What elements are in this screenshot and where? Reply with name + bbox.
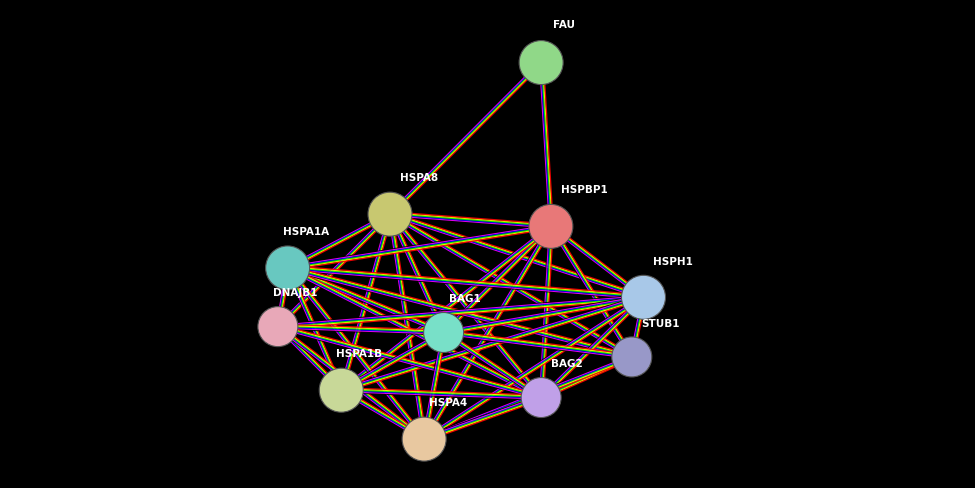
- Ellipse shape: [621, 276, 666, 320]
- Text: HSPBP1: HSPBP1: [561, 185, 607, 195]
- Ellipse shape: [528, 205, 573, 249]
- Text: HSPH1: HSPH1: [653, 256, 693, 266]
- Ellipse shape: [423, 313, 464, 353]
- Ellipse shape: [265, 246, 310, 290]
- Text: HSPA1A: HSPA1A: [283, 226, 329, 236]
- Ellipse shape: [368, 193, 412, 237]
- Ellipse shape: [257, 307, 298, 347]
- Text: FAU: FAU: [553, 20, 575, 30]
- Ellipse shape: [521, 378, 562, 418]
- Text: BAG2: BAG2: [551, 359, 583, 368]
- Ellipse shape: [402, 417, 447, 461]
- Ellipse shape: [611, 337, 652, 377]
- Text: BAG1: BAG1: [448, 294, 481, 304]
- Text: HSPA8: HSPA8: [400, 173, 438, 183]
- Ellipse shape: [319, 368, 364, 412]
- Text: DNAJB1: DNAJB1: [273, 288, 318, 298]
- Text: STUB1: STUB1: [642, 318, 680, 328]
- Text: HSPA4: HSPA4: [429, 398, 467, 407]
- Ellipse shape: [519, 41, 564, 85]
- Text: HSPA1B: HSPA1B: [336, 349, 382, 359]
